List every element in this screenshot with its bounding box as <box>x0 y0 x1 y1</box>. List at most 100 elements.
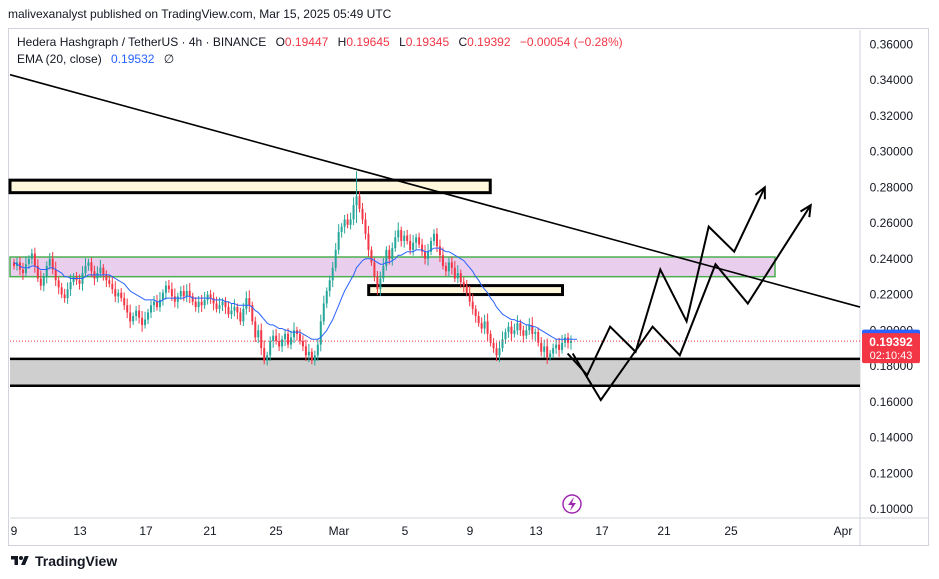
candle-body[interactable] <box>367 233 370 250</box>
candle-body[interactable] <box>60 287 63 295</box>
candle-body[interactable] <box>406 235 409 241</box>
candle-body[interactable] <box>39 278 42 286</box>
candle-body[interactable] <box>266 355 269 361</box>
candle-body[interactable] <box>188 290 191 297</box>
candle-body[interactable] <box>525 330 528 336</box>
candle-body[interactable] <box>167 285 170 290</box>
candle-body[interactable] <box>102 267 105 275</box>
candle-body[interactable] <box>248 298 251 306</box>
candle-body[interactable] <box>275 335 278 342</box>
candle-body[interactable] <box>260 330 263 349</box>
candle-body[interactable] <box>254 321 257 338</box>
candle-body[interactable] <box>269 341 272 356</box>
candle-body[interactable] <box>272 335 275 342</box>
candle-body[interactable] <box>242 308 245 322</box>
candle-body[interactable] <box>394 237 397 249</box>
candle-body[interactable] <box>430 240 433 252</box>
candle-body[interactable] <box>78 280 81 284</box>
zone-demand[interactable] <box>10 358 860 386</box>
candle-body[interactable] <box>99 267 102 274</box>
candle-body[interactable] <box>376 276 379 290</box>
candle-body[interactable] <box>346 219 349 225</box>
candle-body[interactable] <box>212 298 215 304</box>
candle-body[interactable] <box>135 310 138 317</box>
candle-body[interactable] <box>561 342 564 350</box>
projection-path[interactable] <box>571 204 812 402</box>
candle-body[interactable] <box>13 262 15 266</box>
candle-body[interactable] <box>129 312 132 322</box>
candle-body[interactable] <box>138 310 141 318</box>
candle-body[interactable] <box>287 333 290 345</box>
candle-body[interactable] <box>558 344 561 350</box>
candle-body[interactable] <box>150 305 153 313</box>
candle-body[interactable] <box>441 255 444 266</box>
candle-body[interactable] <box>528 324 531 331</box>
candle-body[interactable] <box>516 323 519 331</box>
candle-body[interactable] <box>373 262 376 277</box>
candle-body[interactable] <box>111 283 114 290</box>
candle-body[interactable] <box>379 278 382 290</box>
candle-body[interactable] <box>552 348 555 354</box>
candle-body[interactable] <box>543 346 546 352</box>
candle-body[interactable] <box>358 196 361 209</box>
candle-body[interactable] <box>108 280 111 284</box>
candle-body[interactable] <box>105 274 108 281</box>
null-set-icon[interactable]: ∅ <box>163 52 175 66</box>
candle-body[interactable] <box>84 265 87 274</box>
candle-body[interactable] <box>468 292 471 302</box>
candle-body[interactable] <box>474 308 477 317</box>
candle-body[interactable] <box>126 305 129 313</box>
candle-body[interactable] <box>453 267 456 279</box>
candle-body[interactable] <box>224 301 227 308</box>
candle-body[interactable] <box>316 344 319 356</box>
candle-body[interactable] <box>90 262 93 272</box>
candle-body[interactable] <box>510 326 513 334</box>
candle-body[interactable] <box>206 294 209 300</box>
candle-body[interactable] <box>501 339 504 349</box>
candle-body[interactable] <box>310 351 313 361</box>
candle-body[interactable] <box>281 339 284 347</box>
candle-body[interactable] <box>519 323 522 331</box>
candle-body[interactable] <box>382 265 385 279</box>
candle-body[interactable] <box>194 301 197 308</box>
candle-body[interactable] <box>230 310 233 315</box>
candle-body[interactable] <box>170 289 173 297</box>
candle-body[interactable] <box>57 280 60 288</box>
candle-body[interactable] <box>567 337 570 343</box>
candle-body[interactable] <box>176 296 179 302</box>
candle-body[interactable] <box>257 330 260 338</box>
candle-body[interactable] <box>66 289 69 299</box>
candle-body[interactable] <box>147 312 150 320</box>
candle-body[interactable] <box>340 226 343 232</box>
candle-body[interactable] <box>388 249 391 259</box>
candle-body[interactable] <box>427 251 430 259</box>
candle-body[interactable] <box>435 233 438 247</box>
candle-body[interactable] <box>531 324 534 334</box>
candle-body[interactable] <box>483 321 486 329</box>
candle-body[interactable] <box>424 251 427 259</box>
candle-body[interactable] <box>477 316 480 324</box>
candle-body[interactable] <box>322 303 325 322</box>
candle-body[interactable] <box>218 305 221 309</box>
candle-body[interactable] <box>385 249 388 266</box>
candle-body[interactable] <box>498 348 501 356</box>
candle-body[interactable] <box>400 230 403 241</box>
candle-body[interactable] <box>239 312 242 322</box>
candle-body[interactable] <box>45 265 48 277</box>
candle-body[interactable] <box>304 346 307 356</box>
candle-body[interactable] <box>370 249 373 263</box>
candle-body[interactable] <box>307 351 310 356</box>
candle-body[interactable] <box>164 285 167 293</box>
candle-body[interactable] <box>227 307 230 315</box>
candle-body[interactable] <box>331 267 334 281</box>
candle-body[interactable] <box>364 219 367 234</box>
candle-body[interactable] <box>495 348 498 356</box>
candle-body[interactable] <box>570 341 572 343</box>
candle-body[interactable] <box>144 319 147 325</box>
candle-body[interactable] <box>325 290 328 304</box>
candle-body[interactable] <box>290 337 293 345</box>
candle-body[interactable] <box>233 307 236 311</box>
tradingview-footer[interactable]: TradingView <box>9 553 117 569</box>
candle-body[interactable] <box>492 342 495 349</box>
